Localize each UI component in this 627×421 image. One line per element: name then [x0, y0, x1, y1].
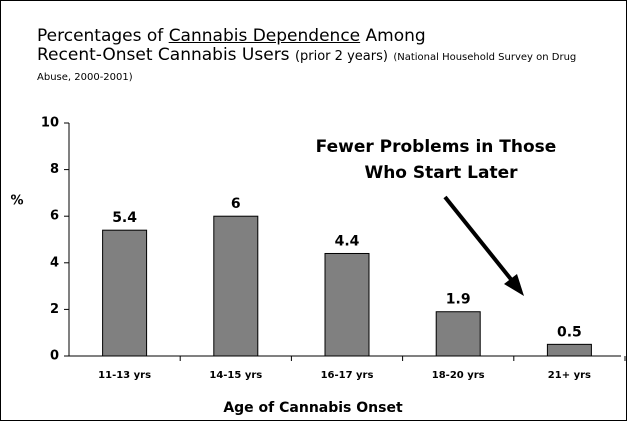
chart-title: Percentages of Cannabis Dependence Among…: [37, 27, 577, 85]
title-text: Percentages of: [37, 26, 164, 46]
arrow-shaft: [443, 195, 516, 285]
x-tick-label: 21+ yrs: [548, 370, 591, 381]
value-label: 0.5: [557, 324, 582, 340]
y-tick-label: 0: [50, 349, 59, 364]
arrow-head: [504, 274, 524, 296]
value-label: 6: [231, 196, 241, 212]
value-label: 4.4: [335, 233, 360, 249]
bar: [324, 252, 370, 357]
title-note: (National Household Survey on Drug Abuse…: [37, 52, 577, 83]
x-axis-label: Age of Cannabis Onset: [223, 400, 403, 416]
y-tick-label: 4: [50, 255, 59, 270]
value-label: 5.4: [112, 210, 137, 226]
x-tick-label: 18-20 yrs: [432, 370, 485, 381]
annotation: Fewer Problems in Those: [316, 137, 557, 157]
y-tick-label: 2: [50, 302, 59, 317]
annotation: Who Start Later: [364, 163, 518, 183]
bar: [102, 229, 148, 357]
title-text: Recent-Onset Cannabis Users: [37, 45, 290, 65]
y-tick-label: 6: [50, 209, 59, 224]
title-text: (prior 2 years): [294, 49, 388, 64]
y-axis-label: %: [10, 194, 23, 209]
x-tick-label: 14-15 yrs: [209, 370, 262, 381]
bar: [435, 311, 481, 357]
title-text: Among: [365, 26, 426, 46]
value-label: 1.9: [446, 292, 471, 308]
y-tick-label: 10: [41, 116, 59, 131]
title-text: Cannabis Dependence: [168, 26, 361, 46]
bar: [546, 343, 592, 357]
y-tick-label: 8: [50, 162, 59, 177]
x-tick-label: 16-17 yrs: [321, 370, 374, 381]
x-tick-label: 11-13 yrs: [98, 370, 151, 381]
bar: [213, 215, 259, 357]
